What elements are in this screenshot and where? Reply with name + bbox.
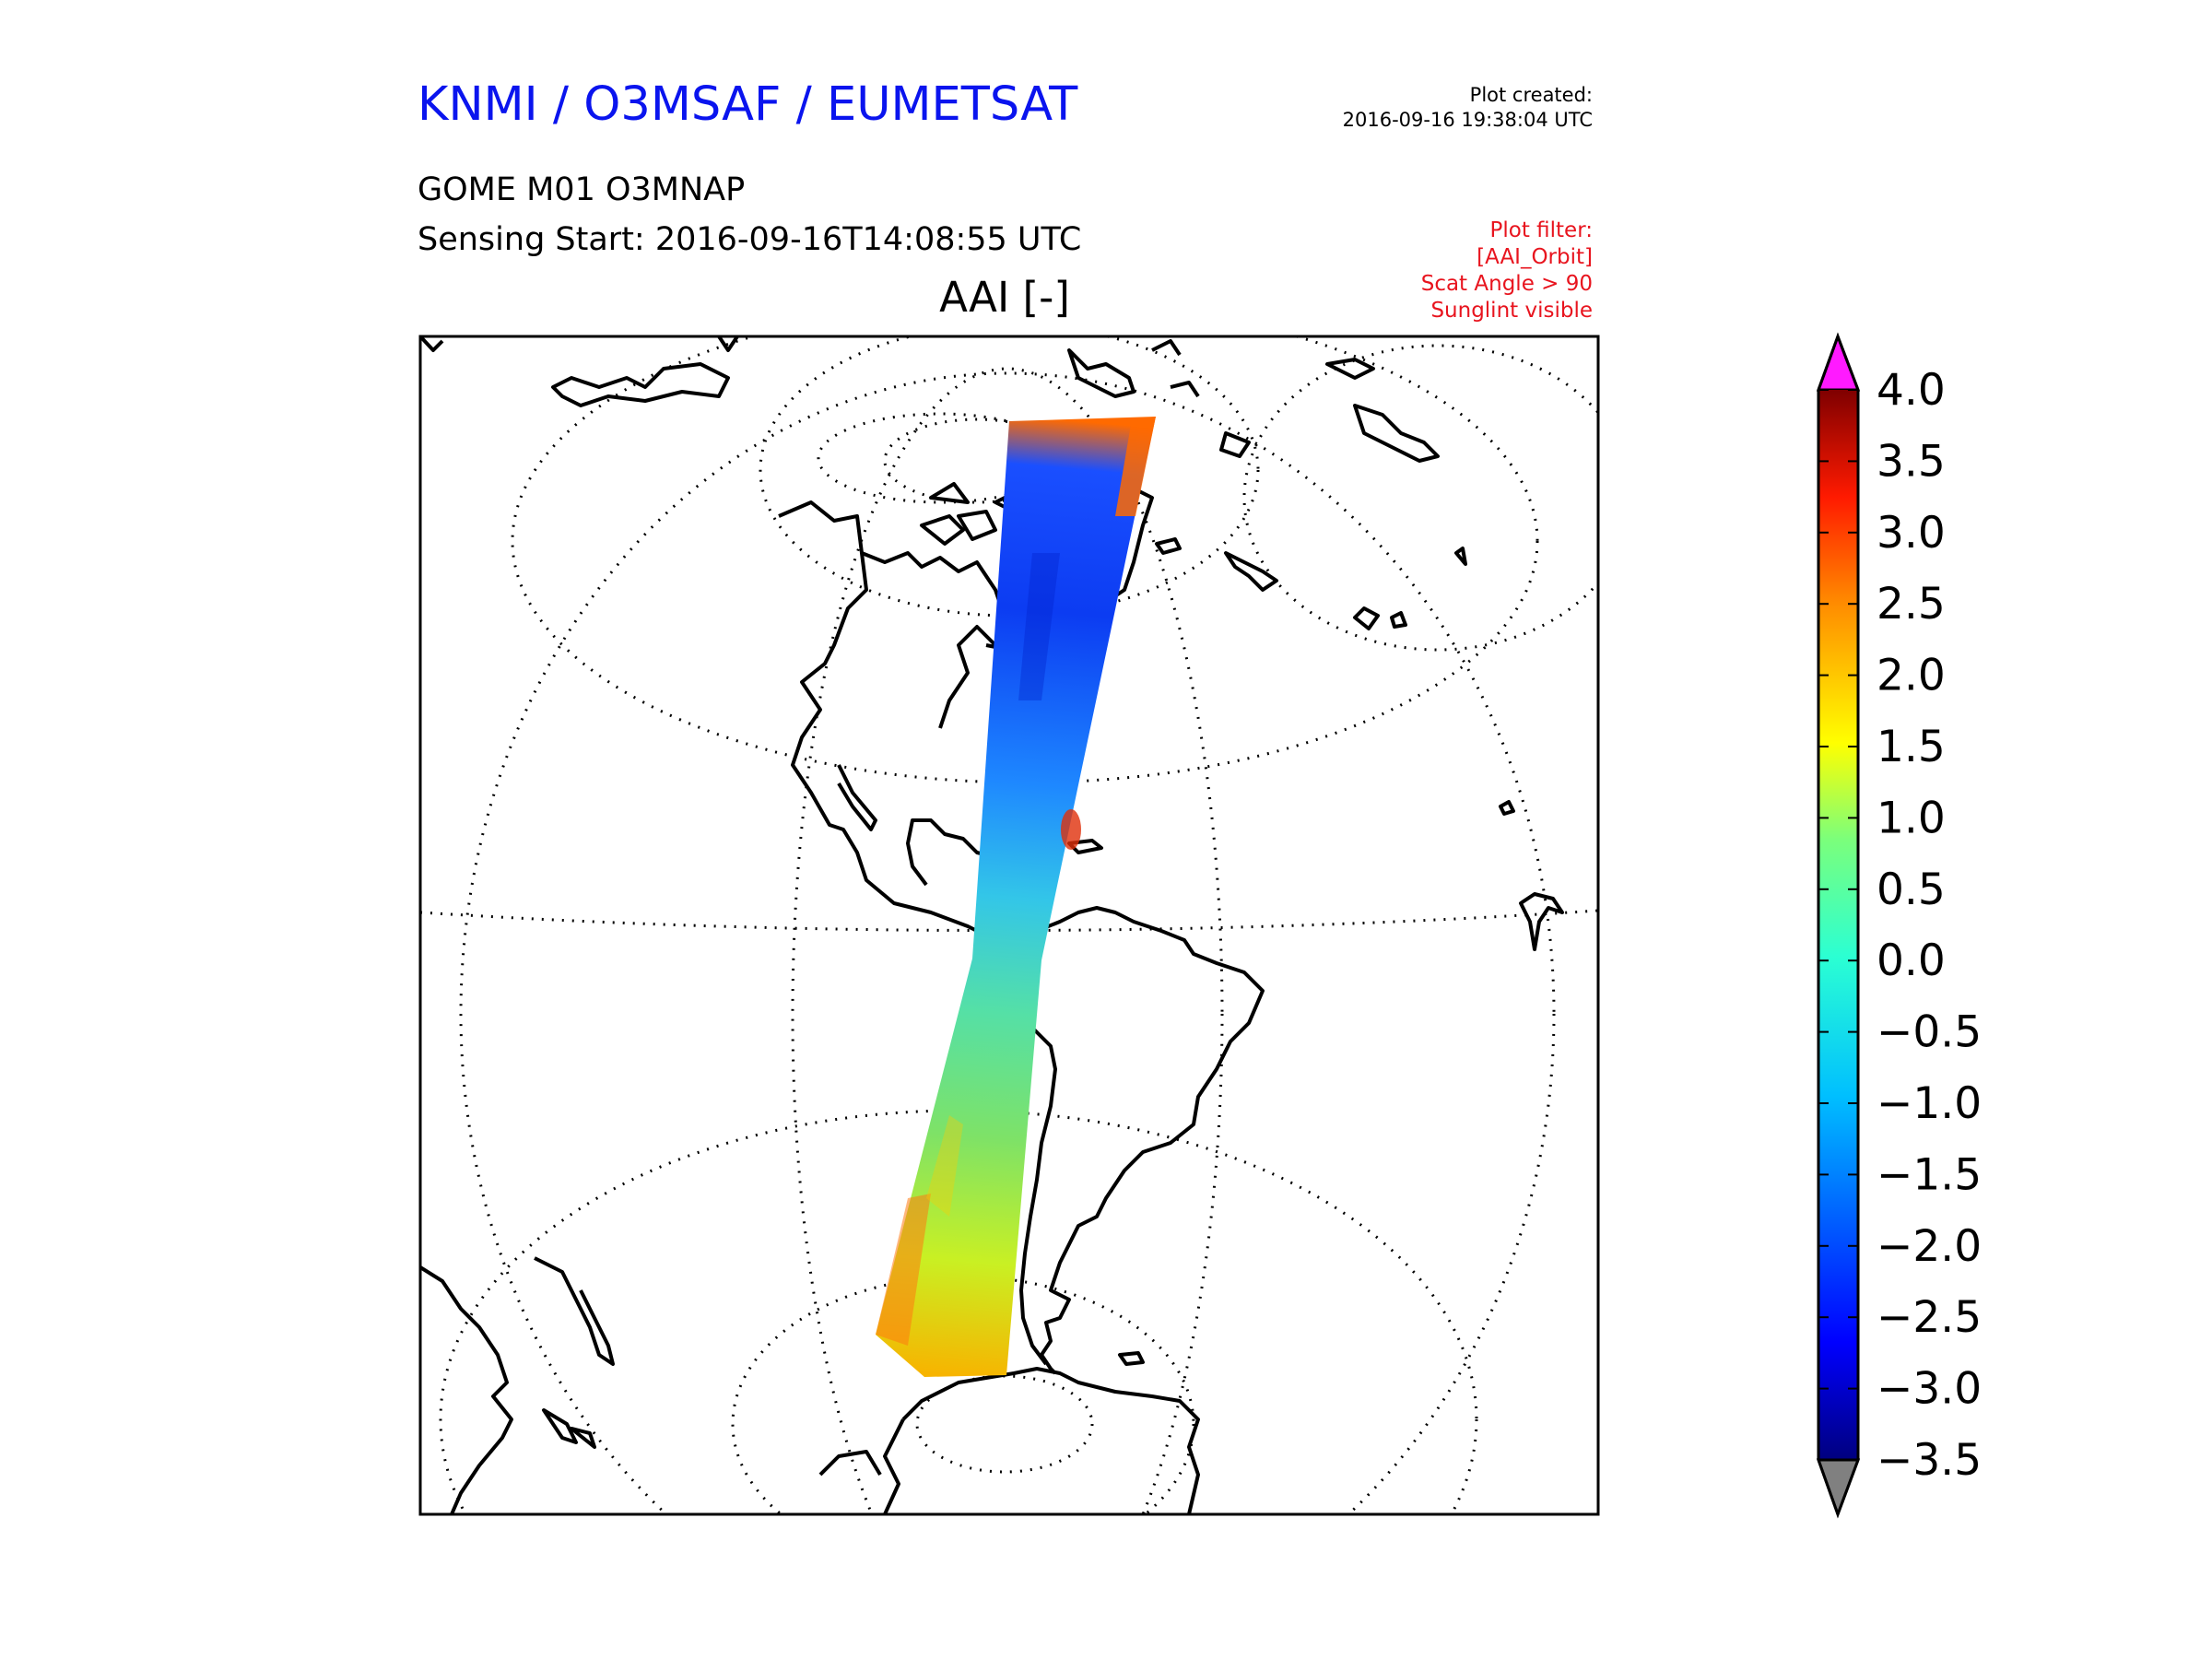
organization-title: KNMI / O3MSAF / EUMETSAT [418,77,1078,132]
variable-title: AAI [-] [939,273,1070,322]
colorbar-over-extension [1816,332,1861,392]
map-content [420,336,1598,1514]
colorbar-tick-label: 1.5 [1877,722,1946,772]
colorbar-tick-label: 3.5 [1877,436,1946,487]
product-name: GOME M01 O3MNAP [418,171,746,208]
filter-line-sunglint: Sunglint visible [1430,299,1593,323]
aai-swath [876,417,1156,1377]
colorbar-ticks: 4.0 3.5 3.0 2.5 2.0 1.5 1.0 0.5 0.0 −0.5 −1.0 −1.5 −… [1818,365,1982,1486]
filter-line-scat-angle: Scat Angle > 90 [1420,272,1593,296]
colorbar-tick-label: 0.5 [1877,865,1946,915]
colorbar-tick-label: 0.0 [1877,935,1946,986]
plot-created-block: Plot created: 2016-09-16 19:38:04 UTC [1343,83,1593,133]
colorbar-tick-label: −2.0 [1877,1221,1982,1272]
colorbar-under-extension [1816,1458,1861,1519]
colorbar-tick-label: −1.5 [1877,1149,1982,1200]
colorbar-tick-label: −2.5 [1877,1292,1982,1343]
colorbar-tick-label: 2.5 [1877,579,1946,629]
colorbar-tick-label: −3.0 [1877,1364,1982,1415]
map-frame [418,335,1600,1516]
colorbar-tick-label: 1.0 [1877,793,1946,843]
plot-created-value: 2016-09-16 19:38:04 UTC [1342,109,1593,131]
plot-filter-block: Plot filter: [AAI_Orbit] Scat Angle > 90… [1421,218,1593,324]
colorbar-tick-label: −3.5 [1877,1435,1982,1486]
sensing-start: Sensing Start: 2016-09-16T14:08:55 UTC [418,221,1082,258]
colorbar-tick-label: −1.0 [1877,1078,1982,1129]
filter-line-title: Plot filter: [1489,218,1593,242]
colorbar-tick-label: −0.5 [1877,1007,1982,1058]
colorbar-tick-label: 3.0 [1877,508,1946,559]
colorbar-tick-label: 2.0 [1877,651,1946,701]
colorbar-body [1818,390,1858,1460]
colorbar-tick-label: 4.0 [1877,365,1946,416]
plot-created-label: Plot created: [1469,84,1593,106]
filter-line-orbit: [AAI_Orbit] [1477,245,1593,269]
